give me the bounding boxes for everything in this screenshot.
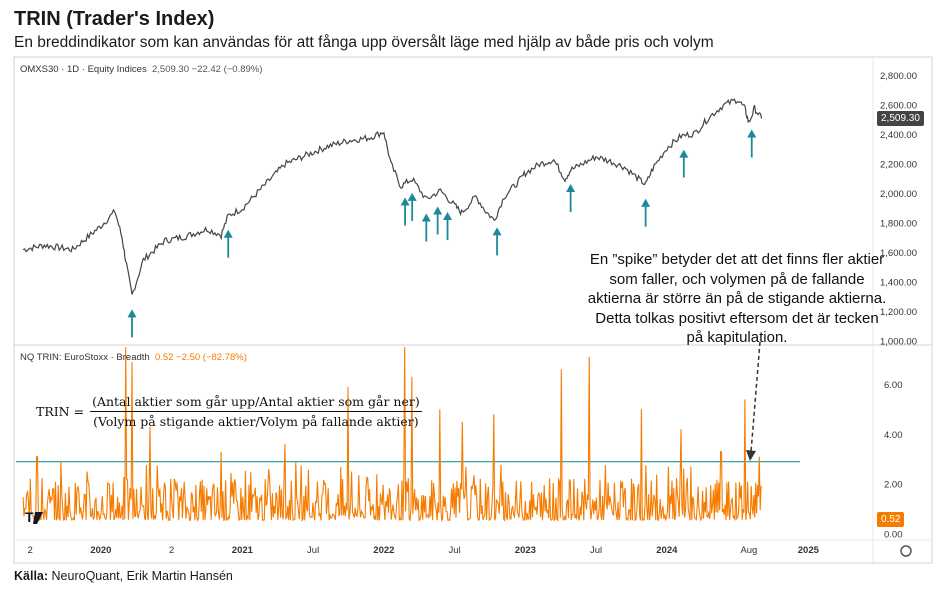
signal-arrow [127,309,137,338]
time-tick-label: Jul [307,545,319,556]
trin-series-line [22,346,762,523]
time-tick-label: 2020 [90,545,111,556]
chart-frame [13,56,933,564]
chart-title: TRIN (Trader's Index) [14,8,215,30]
tradingview-logo: T [25,509,43,525]
trin-legend-symbol: NQ TRIN: EuroStoxx · Breadth [20,352,150,363]
source-text: NeuroQuant, Erik Martin Hansén [51,569,233,583]
chart-subtitle: En breddindikator som kan användas för a… [14,34,714,51]
time-tick-label: 2022 [373,545,394,556]
signal-arrow [407,192,417,221]
time-tick-label: Jul [449,545,461,556]
trin-pane: 6.00 4.00 2.00 0.00 [16,346,903,541]
price-tick-label: 1,400.00 [880,278,917,289]
price-pane: 2,800.00 2,600.00 2,400.00 2,200.00 2,000.00… [22,71,917,348]
signal-arrow [223,229,233,258]
signal-arrow [421,213,431,242]
signal-arrow [443,212,453,241]
time-tick-label: 2025 [798,545,820,556]
source-label: Källa: [14,569,49,583]
price-tick-label: 2,800.00 [880,71,917,82]
trin-tick-label: 0.00 [884,530,903,541]
formula-denominator: (Volym på stigande aktier/Volym på falla… [93,414,419,429]
trin-last-value: 0.52 [881,514,901,526]
formula-lhs: TRIN = [36,404,85,419]
price-legend-values: 2,509.30 −22.42 (−0.89%) [152,64,263,75]
signal-arrow [492,227,502,256]
signal-arrow [747,129,757,158]
signal-arrow [566,184,576,213]
trin-legend-values: 0.52 −2.50 (−82.78%) [154,352,247,363]
signal-arrow [400,197,410,226]
formula-numerator: (Antal aktier som går upp/Antal aktier s… [90,394,422,412]
price-tick-label: 2,600.00 [880,101,917,112]
price-legend-symbol: OMXS30 · 1D · Equity Indices [20,64,147,75]
signal-arrows [127,129,757,338]
price-last-value: 2,509.30 [881,112,920,124]
trin-tick-label: 2.00 [884,480,903,491]
price-tick-label: 2,200.00 [880,160,917,171]
source-line: Källa: NeuroQuant, Erik Martin Hansén [14,569,233,583]
trin-tick-label: 4.00 [884,430,903,441]
price-tick-label: 1,600.00 [880,248,917,259]
signal-arrow [641,198,651,227]
annotation-text: En ”spike” betyder det att det finns fle… [587,251,887,346]
time-tick-label: 2021 [232,545,254,556]
time-tick-label: 2 [28,545,33,556]
price-legend: OMXS30 · 1D · Equity Indices 2,509.30 −2… [20,64,262,75]
signal-arrow [433,206,443,235]
annotation-pointer-line [750,341,761,453]
price-series-line [22,98,763,295]
formula-fraction: (Antal aktier som går upp/Antal aktier s… [90,394,422,429]
time-tick-label: 2024 [656,545,678,556]
time-tick-label: Jul [590,545,602,556]
trin-last-value-tag: 0.52 [877,512,905,528]
annotation-pointer-head [746,450,756,461]
trin-tick-label: 6.00 [884,380,903,391]
time-tick-label: 2023 [515,545,536,556]
time-tick-label: 2 [169,545,174,556]
svg-text:T: T [25,509,34,525]
trin-formula: TRIN = (Antal aktier som går upp/Antal a… [36,394,422,429]
trin-legend: NQ TRIN: EuroStoxx · Breadth 0.52 −2.50 … [20,352,247,363]
signal-arrow [679,149,689,178]
price-tick-label: 2,000.00 [880,189,917,200]
price-tick-label: 2,400.00 [880,130,917,141]
time-axis: 2 2020 2 2021 Jul 2022 Jul 2023 Jul 2024 Aug 2025 [28,545,820,556]
price-last-value-tag: 2,509.30 [877,110,924,126]
price-tick-label: 1,800.00 [880,219,917,230]
settings-icon [900,545,912,557]
price-tick-label: 1,000.00 [880,337,917,348]
time-tick-label: Aug [740,545,757,556]
price-tick-label: 1,200.00 [880,307,917,318]
